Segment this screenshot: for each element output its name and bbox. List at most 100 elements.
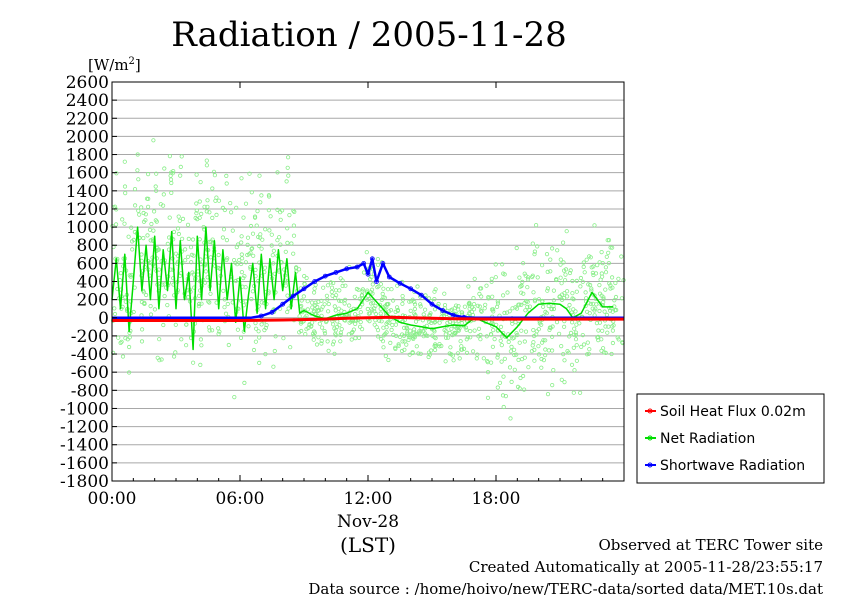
scatter-point	[197, 301, 202, 306]
scatter-point	[442, 302, 448, 308]
scatter-point	[278, 242, 283, 247]
scatter-point	[464, 327, 469, 332]
scatter-point	[222, 305, 227, 310]
scatter-point	[396, 343, 401, 348]
scatter-point	[186, 236, 191, 241]
scatter-point	[205, 198, 210, 203]
scatter-point	[347, 320, 352, 325]
scatter-point	[175, 226, 181, 231]
series-point	[322, 273, 328, 279]
scatter-point	[588, 301, 593, 306]
scatter-point	[602, 309, 607, 314]
scatter-point	[568, 330, 574, 335]
scatter-point	[595, 334, 601, 339]
scatter-point	[589, 286, 594, 291]
scatter-point	[364, 250, 369, 255]
scatter-point	[129, 225, 134, 230]
scatter-point	[119, 339, 124, 344]
scatter-point	[224, 238, 229, 243]
scatter-point	[391, 332, 396, 337]
scatter-point	[415, 284, 420, 289]
series-line-1	[111, 226, 614, 351]
scatter-point	[478, 286, 483, 291]
scatter-point	[530, 343, 535, 348]
scatter-point	[508, 349, 513, 354]
scatter-point	[171, 169, 176, 174]
scatter-point	[501, 404, 506, 410]
scatter-point	[577, 390, 583, 395]
scatter-point	[388, 340, 393, 345]
scatter-point	[562, 278, 568, 283]
scatter-point	[263, 227, 268, 232]
scatter-point	[356, 335, 362, 340]
scatter-point	[444, 329, 449, 334]
scatter-point	[500, 393, 506, 398]
scatter-point	[210, 186, 215, 191]
scatter-point	[194, 201, 199, 206]
scatter-point	[325, 283, 330, 288]
scatter-point	[416, 351, 421, 356]
series-point	[290, 293, 296, 299]
scatter-point	[407, 352, 412, 357]
scatter-point	[471, 301, 477, 307]
scatter-point	[411, 336, 416, 341]
scatter-point	[395, 308, 400, 314]
footer-observed: Observed at TERC Tower site	[598, 536, 823, 554]
scatter-point	[410, 297, 415, 302]
scatter-point	[196, 304, 201, 309]
scatter-point	[324, 293, 329, 298]
scatter-point	[316, 308, 322, 313]
scatter-point	[332, 304, 337, 309]
scatter-point	[359, 299, 364, 304]
scatter-point	[509, 379, 514, 384]
scatter-point	[425, 333, 430, 338]
scatter-point	[157, 337, 162, 342]
scatter-point	[381, 286, 386, 291]
scatter-point	[206, 299, 211, 304]
scatter-point	[533, 223, 539, 228]
scatter-point	[304, 313, 309, 318]
scatter-point	[394, 305, 400, 310]
scatter-point	[499, 342, 504, 348]
scatter-point	[384, 330, 389, 335]
scatter-point	[333, 331, 338, 336]
scatter-point	[313, 300, 318, 305]
scatter-point	[559, 343, 564, 349]
scatter-point	[452, 332, 457, 337]
scatter-point	[558, 257, 563, 262]
legend-swatch-marker	[647, 462, 653, 468]
scatter-point	[587, 254, 592, 259]
scatter-point	[339, 308, 344, 313]
scatter-point	[499, 262, 505, 267]
scatter-point	[114, 222, 119, 227]
scatter-point	[591, 292, 596, 297]
scatter-point	[491, 327, 496, 333]
scatter-point	[381, 295, 386, 300]
scatter-point	[443, 335, 449, 340]
scatter-point	[574, 322, 579, 327]
scatter-point	[373, 303, 378, 308]
scatter-point	[466, 284, 471, 289]
scatter-point	[413, 319, 419, 324]
scatter-point	[346, 332, 351, 337]
scatter-point	[610, 309, 615, 314]
series-point	[365, 271, 371, 277]
scatter-point	[537, 321, 542, 326]
scatter-point	[214, 212, 219, 217]
scatter-point	[176, 231, 181, 237]
scatter-point	[499, 359, 504, 364]
scatter-point	[517, 340, 522, 345]
scatter-point	[467, 311, 472, 317]
scatter-point	[194, 172, 199, 177]
scatter-point	[239, 252, 244, 257]
scatter-point	[447, 319, 452, 324]
scatter-point	[302, 281, 307, 286]
scatter-point	[111, 350, 116, 355]
scatter-point	[235, 327, 240, 332]
scatter-point	[580, 279, 585, 284]
scatter-point	[494, 304, 500, 309]
scatter-point	[169, 190, 174, 195]
scatter-point	[333, 288, 339, 293]
scatter-point	[135, 152, 140, 157]
scatter-point	[232, 257, 237, 263]
